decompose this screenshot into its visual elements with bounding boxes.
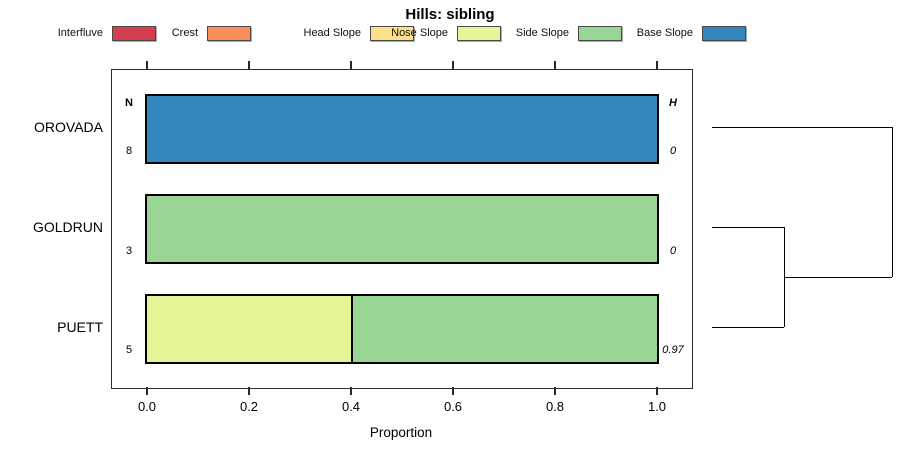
y-axis-label-puett: PUETT <box>57 319 103 335</box>
x-axis-tick-label: 0.6 <box>443 399 463 414</box>
x-axis-tick <box>248 387 250 395</box>
x-axis-title: Proportion <box>369 425 433 440</box>
x-axis-tick-label: 0.0 <box>137 399 157 414</box>
legend-item-label: Head Slope <box>303 27 362 39</box>
chart-title: Hills: sibling <box>405 6 495 23</box>
n-value: 5 <box>125 344 133 356</box>
h-value: 0 <box>669 145 677 157</box>
stacked-bar-goldrun <box>145 194 659 264</box>
stacked-bar-orovada <box>145 94 659 164</box>
bar-segment-side-slope <box>351 296 657 362</box>
x-axis-tick <box>554 61 556 69</box>
dendrogram-segment <box>712 327 784 328</box>
x-axis-tick <box>350 61 352 69</box>
dendrogram-segment <box>892 127 893 277</box>
h-column-header: H <box>669 97 677 109</box>
legend-color-swatch <box>207 26 251 41</box>
x-axis-tick-label: 0.2 <box>239 399 259 414</box>
x-axis-tick <box>350 387 352 395</box>
y-axis-label-orovada: OROVADA <box>34 119 103 135</box>
x-axis-tick-label: 1.0 <box>647 399 667 414</box>
x-axis-tick <box>656 61 658 69</box>
legend-color-swatch <box>370 26 414 41</box>
x-axis-tick <box>248 61 250 69</box>
legend-color-swatch <box>702 26 746 41</box>
legend-color-swatch <box>112 26 156 41</box>
legend-item-label: Crest <box>171 27 198 39</box>
plot-area-border <box>111 69 693 389</box>
dendrogram-segment <box>712 127 892 128</box>
x-axis-tick <box>146 61 148 69</box>
x-axis-tick <box>554 387 556 395</box>
h-value: 0 <box>669 245 677 257</box>
bar-segment-nose-slope <box>147 296 351 362</box>
legend-item-label: Interfluve <box>57 27 103 39</box>
legend-color-swatch <box>578 26 622 41</box>
legend-color-swatch <box>457 26 501 41</box>
n-value: 8 <box>125 145 133 157</box>
x-axis-tick-label: 0.8 <box>545 399 565 414</box>
stacked-bar-puett <box>145 294 659 364</box>
bar-segment-base-slope <box>147 96 657 162</box>
x-axis-tick <box>452 61 454 69</box>
h-value: 0.97 <box>662 344 684 356</box>
x-axis-tick <box>656 387 658 395</box>
x-axis-tick-label: 0.4 <box>341 399 361 414</box>
legend-item-label: Base Slope <box>636 27 693 39</box>
x-axis-tick <box>452 387 454 395</box>
dendrogram-segment <box>712 227 784 228</box>
y-axis-label-goldrun: GOLDRUN <box>32 219 103 235</box>
bar-segment-side-slope <box>147 196 657 262</box>
n-value: 3 <box>125 245 133 257</box>
legend-item-label: Nose Slope <box>391 27 448 39</box>
dendrogram-segment <box>784 277 892 278</box>
legend-item-label: Side Slope <box>515 27 569 39</box>
n-column-header: N <box>125 97 133 109</box>
x-axis-tick <box>146 387 148 395</box>
